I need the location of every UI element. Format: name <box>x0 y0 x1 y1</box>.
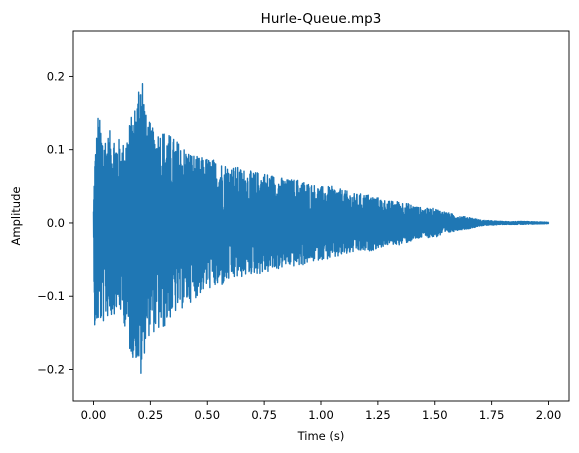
x-tick-label: 0.00 <box>81 408 107 422</box>
y-tick-label: 0.1 <box>47 143 65 157</box>
x-tick-label: 0.50 <box>194 408 220 422</box>
plot-area <box>72 30 570 402</box>
waveform-line <box>92 83 550 374</box>
y-tick-label: 0.2 <box>47 69 65 83</box>
y-tick-label: 0.0 <box>47 216 65 230</box>
x-tick-label: 1.00 <box>308 408 334 422</box>
y-axis-ticks: −0.2 −0.1 0.0 0.1 0.2 <box>37 69 73 376</box>
y-axis-label: Amplitude <box>9 187 23 246</box>
x-tick-label: 2.00 <box>536 408 562 422</box>
waveform-series <box>92 83 550 374</box>
y-tick-label: −0.1 <box>37 289 65 303</box>
y-tick-label: −0.2 <box>37 362 65 376</box>
x-tick-label: 1.75 <box>479 408 505 422</box>
chart-title: Hurle-Queue.mp3 <box>261 11 382 27</box>
x-tick-label: 1.25 <box>365 408 391 422</box>
x-tick-label: 0.75 <box>251 408 277 422</box>
x-tick-label: 0.25 <box>138 408 164 422</box>
x-axis-label: Time (s) <box>297 429 345 443</box>
x-axis-ticks: 0.00 0.25 0.50 0.75 1.00 1.25 1.50 1.75 2.00 <box>81 401 562 422</box>
x-tick-label: 1.50 <box>422 408 448 422</box>
